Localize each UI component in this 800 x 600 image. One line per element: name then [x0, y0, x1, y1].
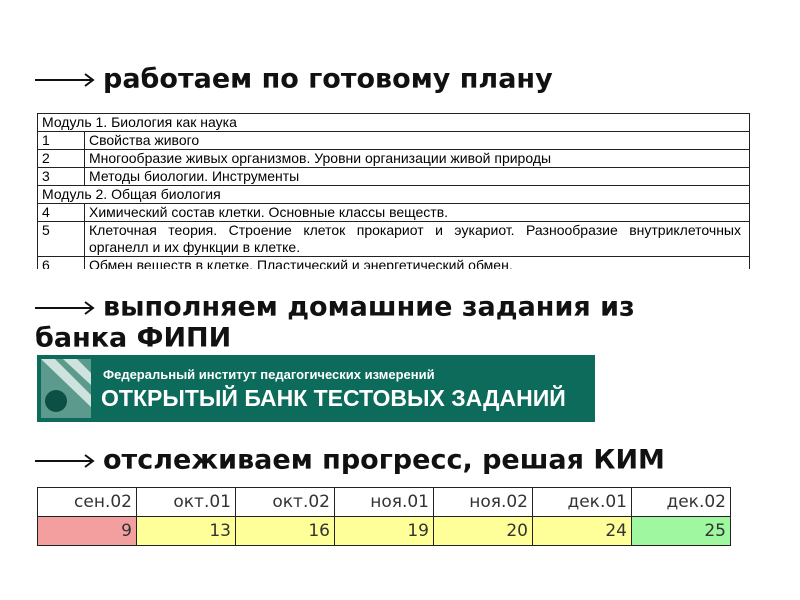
number-cell: 3: [37, 167, 85, 186]
heading: работаем по готовому плану: [35, 64, 553, 95]
date-cell: дек.02: [631, 487, 731, 517]
topic-cell: Клеточная теория. Строение клеток прокар…: [84, 221, 750, 257]
number-cell: 1: [37, 131, 85, 150]
banner-title: ОТКРЫТЫЙ БАНК ТЕСТОВЫХ ЗАДАНИЙ: [101, 385, 566, 411]
topic-cell: Многообразие живых организмов. Уровни ор…: [84, 149, 750, 168]
date-cell: ноя.02: [433, 487, 533, 517]
plan-row: 2 Многообразие живых организмов. Уровни о…: [37, 149, 750, 168]
plan-row: 1 Свойства живого: [37, 131, 750, 150]
topic-cell: Химический состав клетки. Основные класс…: [84, 203, 750, 222]
module-cell: Модуль 2. Общая биология: [37, 185, 750, 204]
topic-cell: Обмен веществ в клетке. Пластический и э…: [84, 256, 750, 269]
date-cell: ноя.01: [334, 487, 434, 517]
header-row: сен.02 окт.01 окт.02 ноя.01 ноя.02 дек.01 дек.…: [37, 487, 731, 517]
date-cell: дек.01: [532, 487, 632, 517]
number-cell: 2: [37, 149, 85, 168]
progress-table: сен.02 окт.01 окт.02 ноя.01 ноя.02 дек.01 дек.…: [37, 487, 731, 546]
heading-text: отслеживаем прогресс, решая КИМ: [103, 444, 665, 476]
score-cell: 9: [37, 516, 137, 546]
date-cell: окт.02: [235, 487, 335, 517]
values-row: 9 13 16 19 20 24 25: [37, 516, 731, 546]
topic-cell: Свойства живого: [84, 131, 750, 150]
fipi-banner: Федеральный институт педагогических изме…: [37, 355, 595, 422]
score-cell: 25: [631, 516, 731, 546]
date-cell: окт.01: [136, 487, 236, 517]
score-cell: 19: [334, 516, 434, 546]
arrow-icon: [35, 300, 95, 315]
plan-row: 4 Химический состав клетки. Основные клас…: [37, 203, 750, 222]
number-cell: 5: [37, 221, 85, 257]
heading-text: работаем по готовому плану: [103, 63, 553, 95]
plan-row: 3 Методы биологии. Инструменты: [37, 167, 750, 186]
module-cell: Модуль 1. Биология как наука: [37, 113, 750, 132]
banner-logo: [41, 359, 91, 418]
plan-row: Модуль 2. Общая биология: [37, 185, 750, 204]
plan-row: 5 Клеточная теория. Строение клеток прока…: [37, 221, 750, 257]
heading-text: выполняем домашние задания из банка ФИПИ: [35, 291, 635, 353]
topic-cell: Методы биологии. Инструменты: [84, 167, 750, 186]
heading: выполняем домашние задания из банка ФИПИ: [35, 292, 735, 353]
score-cell: 20: [433, 516, 533, 546]
score-cell: 16: [235, 516, 335, 546]
score-cell: 13: [136, 516, 236, 546]
number-cell: 6: [37, 256, 85, 269]
arrow-icon: [35, 72, 95, 87]
arrow-icon: [35, 453, 95, 468]
plan-row: Модуль 1. Биология как наука: [37, 113, 750, 132]
heading: отслеживаем прогресс, решая КИМ: [35, 445, 665, 476]
number-cell: 4: [37, 203, 85, 222]
plan-row: 6 Обмен веществ в клетке. Пластический и …: [37, 256, 750, 269]
banner-subtitle: Федеральный институт педагогических изме…: [103, 367, 435, 382]
plan-table: Модуль 1. Биология как наука 1 Свойства жи…: [37, 113, 750, 269]
date-cell: сен.02: [37, 487, 137, 517]
score-cell: 24: [532, 516, 632, 546]
